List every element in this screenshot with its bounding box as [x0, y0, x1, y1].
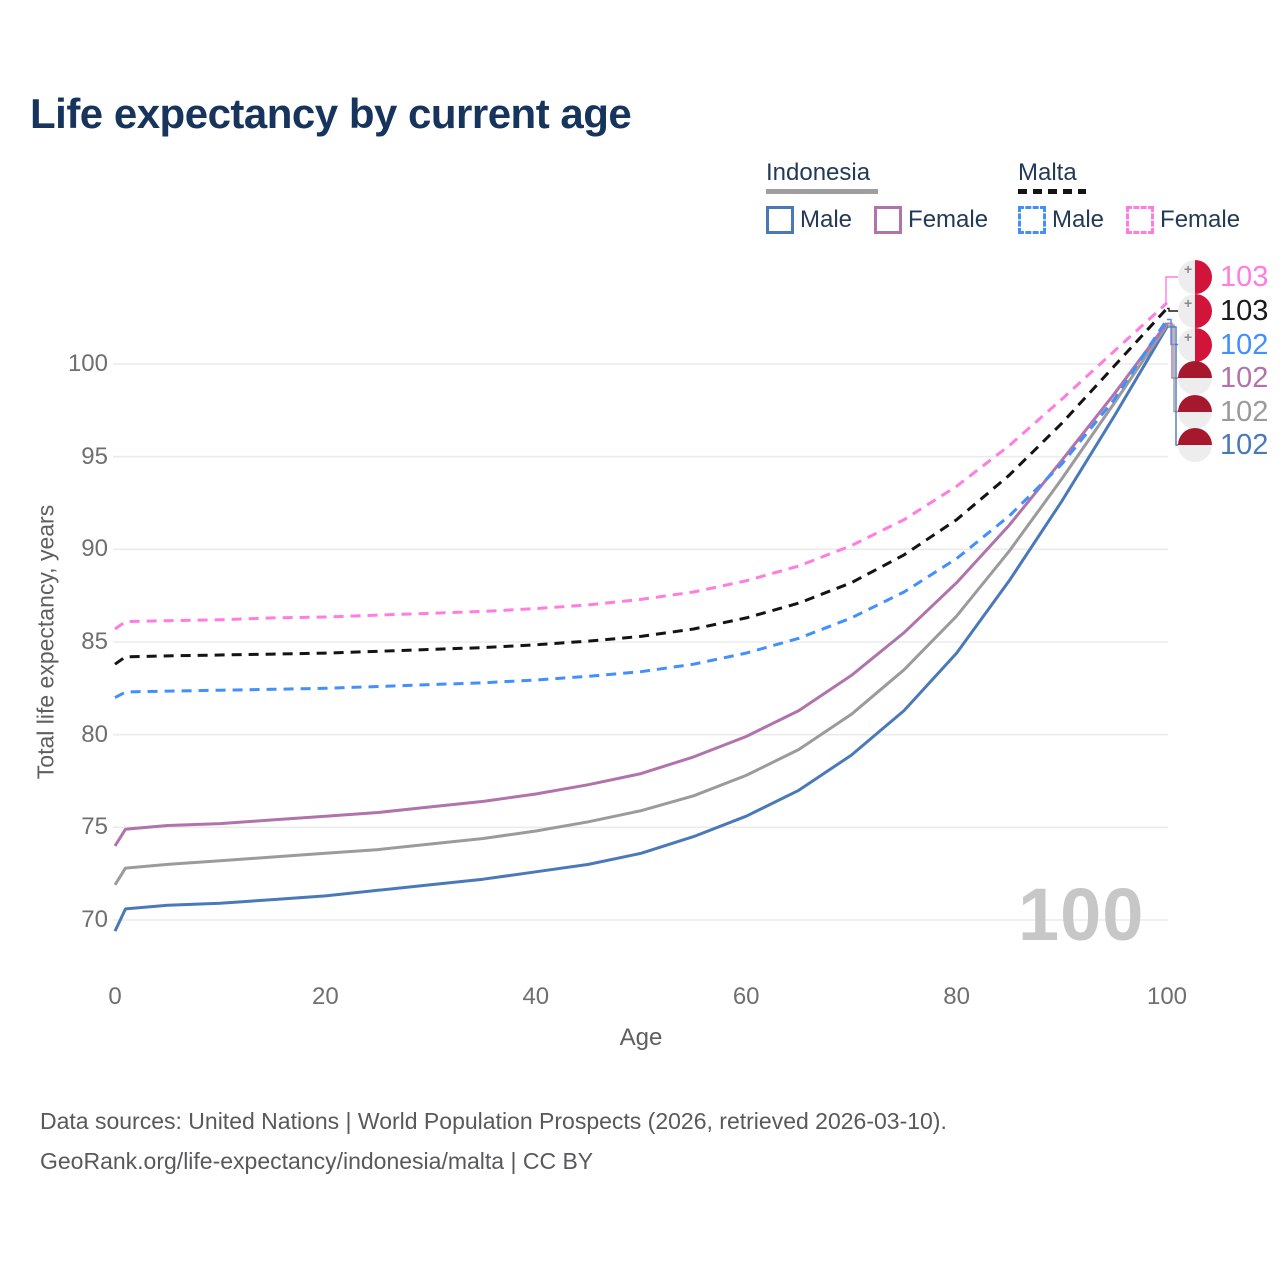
age-counter-watermark: 100	[1018, 873, 1145, 956]
malta-flag-icon: +	[1178, 294, 1212, 328]
y-tick-95: 95	[81, 442, 108, 470]
legend-item-malta-male: Male	[1018, 206, 1104, 234]
legend-item-indonesia-female: Female	[874, 206, 988, 234]
leader-line-indonesia-both	[1167, 324, 1180, 413]
series-line-indonesia-both	[113, 324, 1169, 886]
legend-swatch-icon	[1126, 206, 1155, 234]
end-label-row-indonesia-male: 102	[1178, 428, 1268, 462]
x-tick-60: 60	[732, 983, 760, 1010]
series-line-malta-female	[114, 301, 1169, 631]
x-tick-20: 20	[312, 983, 339, 1010]
legend-group-title: Indonesia	[766, 159, 871, 186]
legend-group-malta: Malta Male Female	[1018, 160, 1240, 234]
end-label-row-malta-female: +103	[1178, 260, 1268, 294]
x-axis-title: Age	[619, 1024, 663, 1051]
indonesia-flag-icon	[1178, 361, 1212, 395]
legend-swatch-icon	[766, 206, 794, 234]
y-tick-70: 70	[81, 906, 108, 933]
legend-items-row: Male Female	[766, 206, 988, 234]
indonesia-flag-icon	[1178, 428, 1212, 462]
end-label-value: 102	[1220, 328, 1269, 361]
end-label-row-indonesia-female: 102	[1178, 361, 1268, 395]
end-label-value: 102	[1220, 362, 1269, 394]
legend-item-label: Female	[908, 206, 989, 233]
footer-attribution: GeoRank.org/life-expectancy/indonesia/ma…	[40, 1148, 594, 1174]
legend-group-title: Malta	[1018, 159, 1077, 186]
legend-items-row: Male Female	[1018, 206, 1240, 234]
malta-flag-icon: +	[1178, 260, 1212, 294]
george-cross-icon: +	[1184, 295, 1193, 311]
legend-item-label: Female	[1160, 206, 1241, 233]
end-label-row-indonesia-both: 102	[1178, 394, 1269, 429]
malta-flag-icon: +	[1178, 327, 1212, 362]
x-tick-100: 100	[1146, 983, 1188, 1010]
end-label-value: 103	[1220, 261, 1269, 293]
legend-item-label: Male	[1052, 206, 1105, 233]
gridlines	[113, 363, 1168, 921]
y-tick-100: 100	[67, 350, 108, 377]
footer-data-sources: Data sources: United Nations | World Pop…	[40, 1108, 947, 1134]
george-cross-icon: +	[1184, 328, 1193, 345]
x-tick-40: 40	[522, 983, 550, 1010]
leader-line-malta-both	[1167, 307, 1180, 312]
series-line-indonesia-male	[113, 326, 1169, 932]
legend-swatch-icon	[1018, 206, 1046, 234]
series-line-indonesia-female	[113, 322, 1169, 847]
legend-swatch-icon	[874, 206, 903, 234]
george-cross-icon: +	[1184, 261, 1193, 277]
end-label-value: 103	[1220, 295, 1269, 327]
legend-group-indonesia: Indonesia Male Female	[766, 160, 988, 234]
y-axis-title: Total life expectancy, years	[32, 504, 59, 780]
chart-title: Life expectancy by current age	[30, 90, 632, 137]
y-tick-85: 85	[81, 628, 108, 655]
end-label-value: 102	[1220, 395, 1269, 428]
legend-underline-solid	[766, 189, 878, 194]
x-tick-80: 80	[943, 983, 970, 1010]
x-tick-0: 0	[108, 983, 122, 1010]
y-tick-80: 80	[81, 720, 108, 748]
y-tick-75: 75	[81, 813, 108, 841]
end-label-row-malta-both: +103	[1178, 294, 1268, 328]
y-tick-90: 90	[81, 535, 108, 563]
end-label-value: 102	[1220, 429, 1269, 461]
legend-item-indonesia-male: Male	[766, 206, 852, 234]
legend-underline-dashed	[1018, 189, 1086, 194]
leader-line-malta-female	[1165, 276, 1180, 304]
legend-item-malta-female: Female	[1126, 206, 1240, 234]
series-line-malta-male	[114, 318, 1169, 699]
end-label-row-malta-male: +102	[1178, 327, 1269, 362]
legend-item-label: Male	[800, 206, 853, 233]
series-line-malta-both	[114, 307, 1169, 666]
indonesia-flag-icon	[1178, 394, 1212, 429]
